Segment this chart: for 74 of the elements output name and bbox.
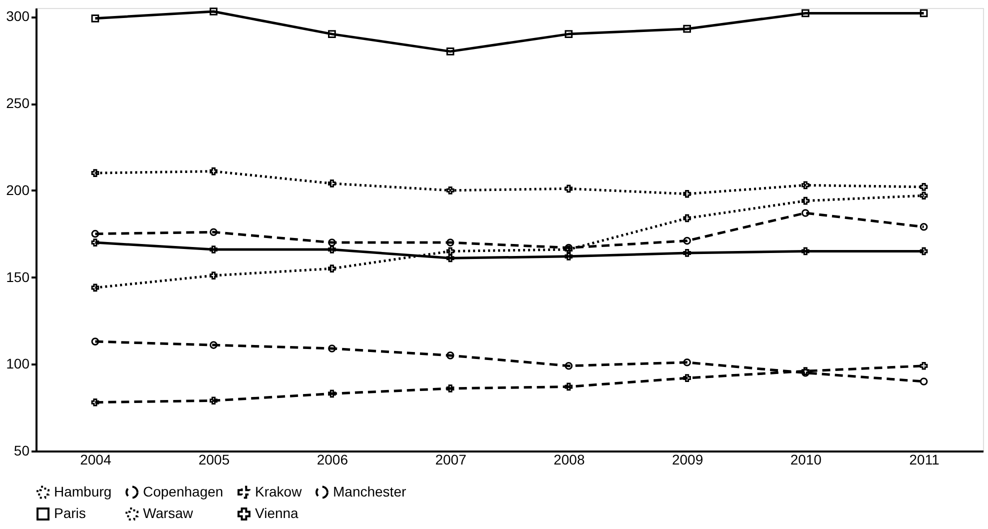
point	[802, 181, 810, 190]
point	[683, 214, 691, 222]
point	[683, 190, 691, 198]
point	[210, 167, 218, 176]
point	[802, 247, 810, 256]
point	[802, 367, 810, 375]
y-tick-label: 250	[6, 95, 30, 112]
point	[802, 9, 810, 18]
point	[683, 358, 691, 366]
point	[920, 247, 928, 256]
point	[91, 284, 100, 292]
x-tick-label: 2006	[316, 452, 348, 468]
point	[91, 238, 100, 246]
point	[920, 183, 928, 191]
point	[210, 341, 218, 349]
point	[328, 264, 336, 272]
point	[564, 252, 573, 260]
y-tick-label: 300	[6, 8, 30, 24]
y-tick-label: 200	[6, 182, 30, 198]
y-tick-label: 50	[14, 442, 30, 458]
legend-label: Paris	[54, 505, 86, 521]
point	[446, 254, 454, 262]
legend-label: Hamburg	[54, 483, 112, 500]
x-tick-label: 2011	[909, 452, 940, 468]
point	[328, 238, 336, 246]
y-tick-label: 150	[6, 268, 30, 285]
point	[328, 344, 336, 352]
point	[91, 338, 100, 346]
point	[920, 222, 928, 231]
x-tick-label: 2009	[672, 452, 704, 468]
point	[210, 8, 218, 16]
point	[802, 209, 810, 217]
point	[920, 9, 928, 18]
point	[564, 184, 573, 193]
point	[683, 24, 691, 33]
point	[328, 246, 336, 254]
point	[328, 180, 336, 188]
x-tick-label: 2008	[554, 452, 585, 468]
point	[683, 236, 691, 245]
point	[446, 48, 454, 56]
point	[920, 362, 928, 370]
point	[91, 230, 100, 238]
point	[446, 247, 454, 256]
legend-label: Copenhagen	[143, 483, 224, 500]
point	[446, 186, 454, 194]
x-tick-label: 2005	[198, 452, 230, 468]
point	[564, 30, 573, 38]
point	[446, 352, 454, 360]
x-tick-label: 2010	[790, 452, 822, 468]
point	[802, 196, 810, 205]
point	[683, 249, 691, 257]
point	[210, 228, 218, 236]
point	[91, 398, 100, 406]
y-tick-label: 100	[6, 356, 30, 372]
point	[210, 396, 218, 405]
point	[683, 374, 691, 382]
legend-label: Manchester	[333, 483, 406, 500]
legend-label: Vienna	[255, 505, 299, 521]
point	[446, 384, 454, 392]
point	[920, 192, 928, 200]
x-tick-label: 2007	[435, 452, 467, 468]
legend-label: Warsaw	[143, 505, 194, 521]
point	[328, 30, 336, 38]
point	[91, 14, 100, 22]
point	[210, 246, 218, 254]
point	[564, 382, 573, 391]
legend-label: Krakow	[255, 483, 303, 500]
point	[210, 272, 218, 280]
point	[328, 390, 336, 398]
point	[446, 238, 454, 246]
point	[564, 362, 573, 370]
point	[91, 169, 100, 177]
x-tick-label: 2004	[80, 452, 112, 468]
point	[920, 378, 928, 386]
